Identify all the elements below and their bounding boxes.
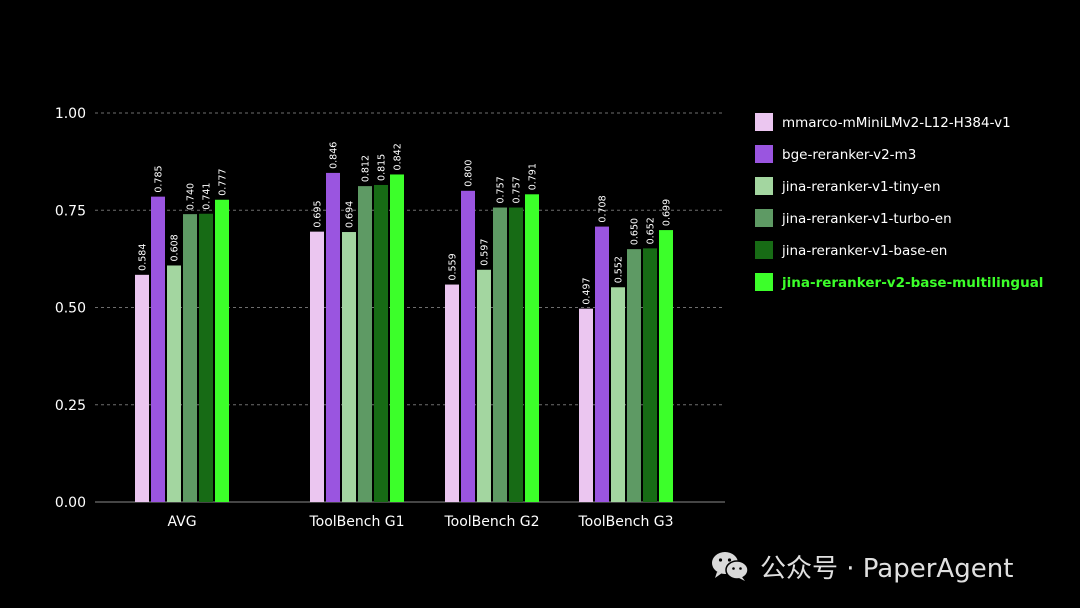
bar <box>151 196 165 502</box>
bar-value-label: 0.584 <box>138 244 149 271</box>
bar <box>579 308 593 502</box>
x-category-label: ToolBench G1 <box>308 514 404 530</box>
bar-value-label: 0.497 <box>582 277 593 304</box>
bar-value-label: 0.740 <box>186 183 197 210</box>
x-category-label: ToolBench G2 <box>443 514 539 530</box>
bar <box>445 284 459 502</box>
legend-swatch <box>755 241 773 259</box>
y-tick-label: 1.00 <box>55 106 86 122</box>
bar <box>477 269 491 502</box>
bar-value-label: 0.650 <box>630 218 641 245</box>
wechat-icon <box>712 552 749 581</box>
bar-value-label: 0.777 <box>218 169 229 196</box>
legend-swatch <box>755 273 773 291</box>
bar <box>135 274 149 502</box>
bar <box>358 186 372 502</box>
bar <box>643 248 657 502</box>
bar-value-label: 0.791 <box>528 163 539 190</box>
bar <box>509 207 523 503</box>
bar <box>326 172 340 502</box>
bar <box>167 265 181 502</box>
bar <box>627 249 641 502</box>
bar <box>461 190 475 503</box>
bar-value-label: 0.694 <box>345 201 356 228</box>
bar-value-label: 0.597 <box>480 239 491 266</box>
bar-value-label: 0.559 <box>448 253 459 280</box>
bar <box>659 230 673 503</box>
legend-swatch <box>755 113 773 131</box>
legend-label: jina-reranker-v1-base-en <box>781 243 947 259</box>
bar-value-label: 0.652 <box>646 217 657 244</box>
y-tick-label: 0.75 <box>55 203 86 219</box>
bar-value-label: 0.608 <box>170 234 181 261</box>
bar-value-label: 0.785 <box>154 165 165 192</box>
bar-value-label: 0.699 <box>662 199 673 226</box>
bar <box>493 207 507 503</box>
y-tick-label: 0.25 <box>55 398 86 414</box>
bar <box>199 213 213 502</box>
bar-value-label: 0.812 <box>361 155 372 182</box>
legend-label: jina-reranker-v2-base-multilingual <box>781 275 1043 291</box>
bar-value-label: 0.552 <box>614 256 625 283</box>
legend-swatch <box>755 145 773 163</box>
bar <box>611 287 625 502</box>
bar-value-label: 0.800 <box>464 160 475 187</box>
y-tick-label: 0.50 <box>55 301 86 317</box>
legend-label: bge-reranker-v2-m3 <box>782 147 916 163</box>
bar-value-label: 0.846 <box>329 142 340 169</box>
bar <box>390 174 404 502</box>
bar-value-label: 0.708 <box>598 195 609 222</box>
bar-value-label: 0.741 <box>202 183 213 210</box>
legend-swatch <box>755 209 773 227</box>
bar <box>183 214 197 502</box>
bar <box>342 232 356 502</box>
watermark: 公众号 · PaperAgent <box>710 548 1013 584</box>
bar-value-label: 0.757 <box>512 176 523 203</box>
bar-value-label: 0.815 <box>377 154 388 181</box>
bar-value-label: 0.842 <box>393 143 404 170</box>
y-tick-label: 0.00 <box>55 495 86 511</box>
legend-label: mmarco-mMiniLMv2-L12-H384-v1 <box>782 115 1011 131</box>
bar <box>215 199 229 502</box>
bar <box>525 194 539 502</box>
bar <box>374 184 388 502</box>
bar <box>310 231 324 502</box>
bar-value-label: 0.695 <box>313 200 324 227</box>
bar-value-label: 0.757 <box>496 176 507 203</box>
legend-label: jina-reranker-v1-turbo-en <box>781 211 952 227</box>
watermark-text: 公众号 · PaperAgent <box>760 553 1014 584</box>
bar <box>595 226 609 502</box>
x-category-label: ToolBench G3 <box>577 514 673 530</box>
x-category-label: AVG <box>167 514 196 530</box>
legend-label: jina-reranker-v1-tiny-en <box>781 179 941 195</box>
legend-swatch <box>755 177 773 195</box>
